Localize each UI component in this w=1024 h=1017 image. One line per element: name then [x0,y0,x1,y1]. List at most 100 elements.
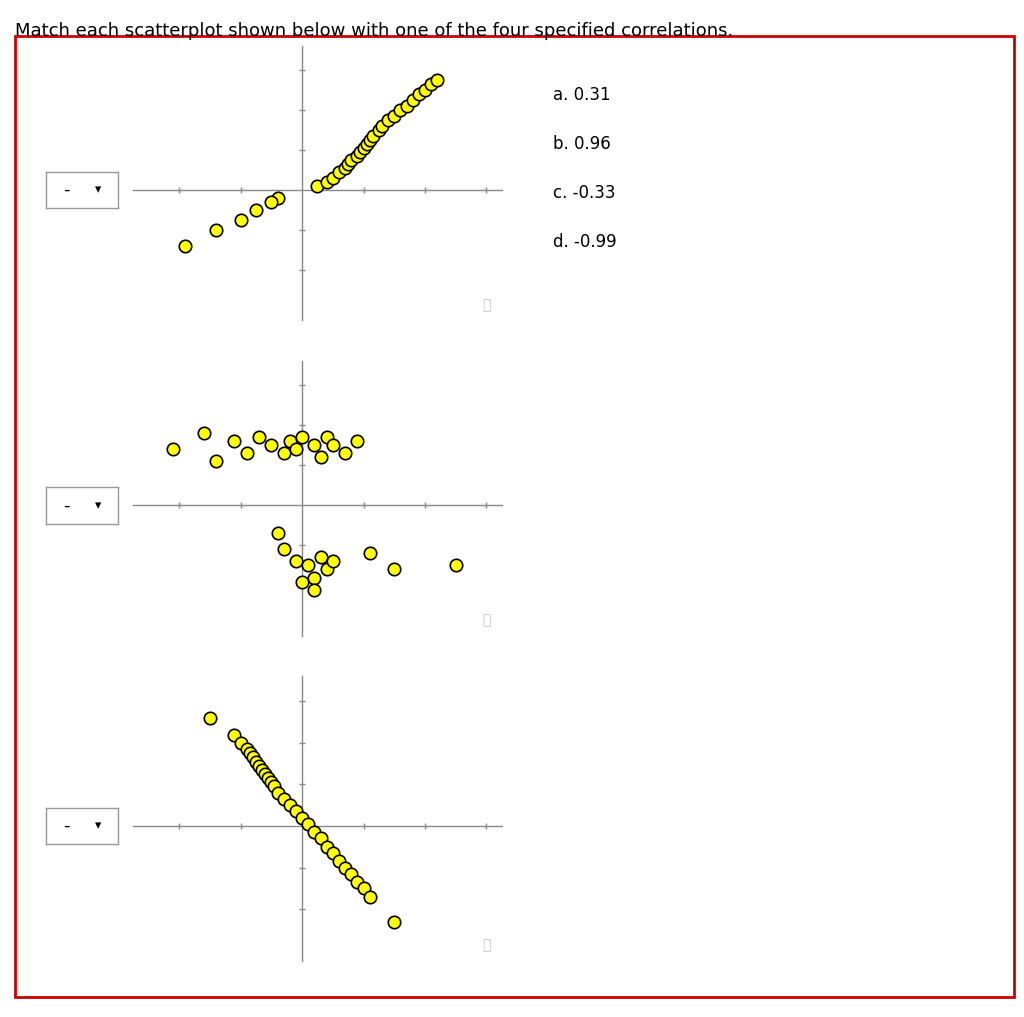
Point [312,450,329,466]
Text: a. 0.31: a. 0.31 [553,86,610,105]
Point [248,754,264,770]
Point [226,433,243,450]
Point [202,710,218,726]
Point [343,152,359,168]
Point [196,425,212,441]
Point [349,147,366,164]
Point [361,889,378,905]
Point [294,429,310,445]
Point [312,830,329,846]
Point [254,762,270,778]
Point [263,774,280,790]
Point [177,238,194,254]
Point [325,553,341,570]
Point [251,758,267,774]
Point [239,445,255,462]
Point [232,212,249,228]
Point [325,845,341,861]
Point [331,853,347,870]
Text: -: - [62,817,70,835]
Point [251,429,267,445]
Point [300,557,316,574]
Point [386,561,402,578]
Text: 🔍: 🔍 [482,613,490,627]
Point [294,810,310,826]
Point [275,791,292,807]
Point [325,437,341,454]
Point [331,164,347,180]
Point [423,75,439,92]
Point [365,128,381,144]
Point [352,143,369,160]
Point [411,85,427,102]
Point [337,445,353,462]
Point [312,549,329,565]
Point [349,874,366,890]
Point [386,108,402,124]
Point [309,178,326,194]
Point [269,784,286,800]
Point [355,140,372,157]
Point [447,557,464,574]
Point [263,437,280,454]
Point [429,72,445,88]
Point [288,803,304,820]
Point [232,734,249,751]
Point [374,118,390,134]
Point [318,839,335,855]
Point [239,741,255,758]
Point [371,122,387,138]
Text: d. -0.99: d. -0.99 [553,233,616,251]
Point [343,865,359,882]
Point [355,880,372,896]
Point [318,429,335,445]
Point [248,202,264,219]
Text: ▾: ▾ [94,184,100,196]
Point [318,174,335,190]
Point [288,553,304,570]
Point [165,441,181,458]
Point [361,545,378,561]
Point [318,561,335,578]
Point [263,194,280,211]
Text: b. 0.96: b. 0.96 [553,135,610,154]
Point [257,766,273,782]
Point [404,92,421,108]
Point [275,541,292,557]
Point [349,433,366,450]
Point [358,136,375,153]
Point [306,437,323,454]
Point [398,98,415,114]
Point [269,525,286,541]
Point [245,750,261,766]
Point [300,816,316,832]
Text: c. -0.33: c. -0.33 [553,184,615,202]
Point [380,112,396,128]
Point [337,859,353,876]
Point [306,570,323,586]
Point [294,574,310,590]
Point [275,445,292,462]
Point [260,770,276,786]
Text: -: - [62,496,70,515]
Text: ▾: ▾ [94,499,100,512]
Text: Match each scatterplot shown below with one of the four specified correlations.: Match each scatterplot shown below with … [15,22,733,41]
Point [208,454,224,470]
Point [325,170,341,186]
Point [282,433,298,450]
Point [306,824,323,840]
Text: 🔍: 🔍 [482,939,490,953]
Point [282,797,298,814]
Point [242,745,258,762]
Point [288,441,304,458]
Point [361,132,378,148]
Point [208,222,224,238]
Point [417,81,433,98]
Point [337,160,353,176]
Point [269,190,286,206]
Point [392,102,409,118]
Point [266,778,283,794]
Point [226,726,243,742]
Text: -: - [62,181,70,199]
Text: 🔍: 🔍 [482,298,490,312]
